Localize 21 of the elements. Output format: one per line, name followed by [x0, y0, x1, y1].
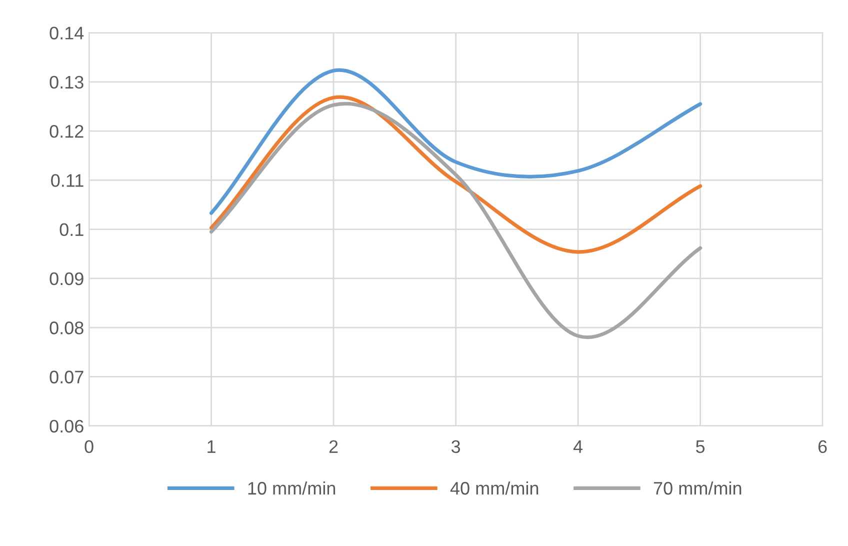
- x-tick-label: 5: [696, 440, 705, 454]
- y-tick-label: 0.07: [50, 370, 84, 384]
- x-tick-label: 3: [451, 440, 460, 454]
- y-tick-label: 0.11: [51, 174, 84, 187]
- x-tick-label: 0: [84, 440, 94, 454]
- legend-label: 70 mm/min: [654, 481, 742, 495]
- y-tick-label: 0.14: [50, 26, 84, 40]
- legend-label: 10 mm/min: [248, 481, 336, 495]
- legend-label: 40 mm/min: [450, 481, 538, 495]
- y-tick-label: 0.13: [50, 76, 84, 89]
- line-series: [209, 68, 702, 215]
- x-tick-label: 2: [329, 440, 338, 453]
- y-tick-label: 0.12: [50, 124, 84, 138]
- x-tick-label: 1: [208, 440, 216, 453]
- y-tick-label: 0.1: [60, 223, 84, 236]
- y-tick-label: 0.06: [50, 420, 84, 433]
- x-tick-label: 6: [818, 440, 827, 454]
- x-tick-label: 4: [573, 440, 583, 453]
- y-tick-label: 0.08: [50, 322, 84, 334]
- line-series: [209, 95, 702, 254]
- y-tick-label: 0.09: [50, 272, 84, 286]
